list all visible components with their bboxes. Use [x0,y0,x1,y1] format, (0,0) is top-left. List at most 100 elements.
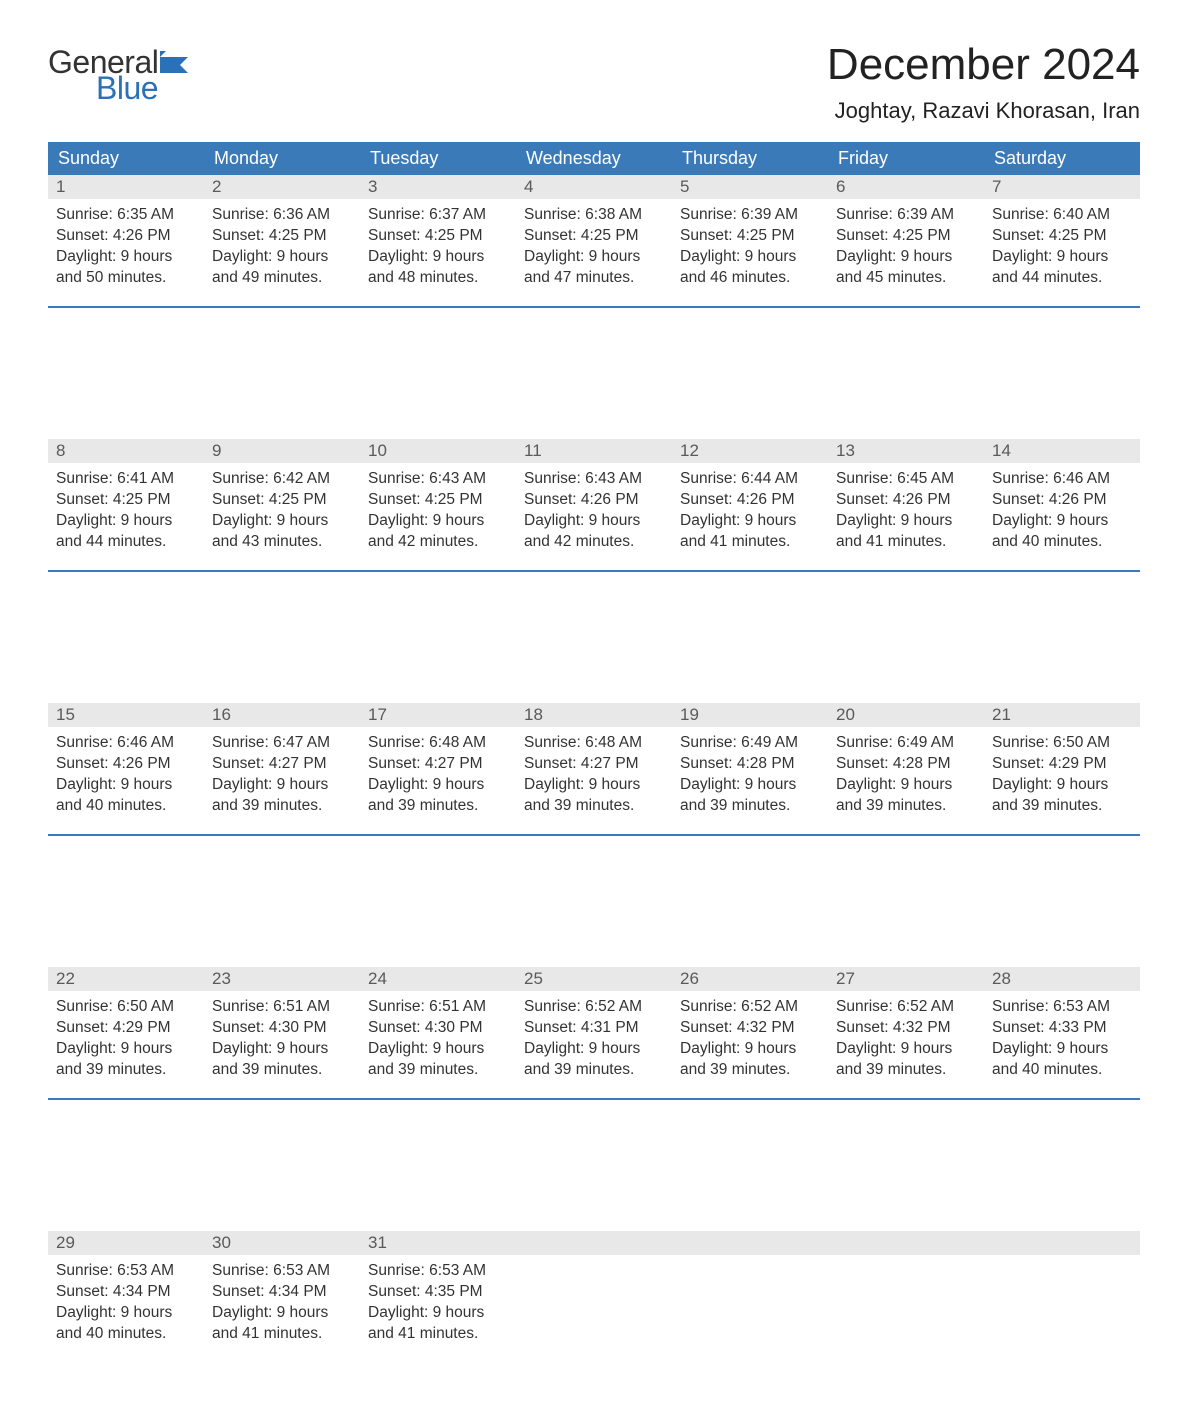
day-number [828,1231,984,1255]
sunrise-line: Sunrise: 6:50 AM [56,997,196,1018]
sunrise-line: Sunrise: 6:48 AM [524,733,664,754]
sunrise-line: Sunrise: 6:41 AM [56,469,196,490]
calendar-cell: 22Sunrise: 6:50 AMSunset: 4:29 PMDayligh… [48,967,204,1099]
week-separator [48,307,1140,439]
day-details: Sunrise: 6:40 AMSunset: 4:25 PMDaylight:… [984,199,1140,299]
sunrise-line: Sunrise: 6:53 AM [212,1261,352,1282]
sunset-line: Sunset: 4:32 PM [680,1018,820,1039]
day-number: 14 [984,439,1140,463]
day-number: 22 [48,967,204,991]
calendar-table: SundayMondayTuesdayWednesdayThursdayFrid… [48,142,1140,1363]
day-details: Sunrise: 6:48 AMSunset: 4:27 PMDaylight:… [516,727,672,827]
day-details: Sunrise: 6:37 AMSunset: 4:25 PMDaylight:… [360,199,516,299]
day-details: Sunrise: 6:42 AMSunset: 4:25 PMDaylight:… [204,463,360,563]
day-header: Wednesday [516,142,672,175]
day-number: 5 [672,175,828,199]
day-header: Tuesday [360,142,516,175]
day-number: 31 [360,1231,516,1255]
day-details [984,1255,1140,1271]
logo: General Blue [48,40,194,104]
day-header: Friday [828,142,984,175]
sunset-line: Sunset: 4:25 PM [836,226,976,247]
sunset-line: Sunset: 4:26 PM [524,490,664,511]
sunset-line: Sunset: 4:28 PM [836,754,976,775]
sunrise-line: Sunrise: 6:35 AM [56,205,196,226]
calendar-week: 8Sunrise: 6:41 AMSunset: 4:25 PMDaylight… [48,439,1140,571]
daylight-line: Daylight: 9 hours and 39 minutes. [56,1039,196,1081]
sunrise-line: Sunrise: 6:52 AM [524,997,664,1018]
day-number: 12 [672,439,828,463]
sunrise-line: Sunrise: 6:52 AM [680,997,820,1018]
daylight-line: Daylight: 9 hours and 42 minutes. [368,511,508,553]
calendar-cell: 12Sunrise: 6:44 AMSunset: 4:26 PMDayligh… [672,439,828,571]
daylight-line: Daylight: 9 hours and 39 minutes. [368,775,508,817]
sunrise-line: Sunrise: 6:48 AM [368,733,508,754]
day-details: Sunrise: 6:53 AMSunset: 4:34 PMDaylight:… [204,1255,360,1355]
sunrise-line: Sunrise: 6:51 AM [368,997,508,1018]
day-number: 9 [204,439,360,463]
day-details: Sunrise: 6:43 AMSunset: 4:26 PMDaylight:… [516,463,672,563]
calendar-cell [672,1231,828,1363]
calendar-cell: 17Sunrise: 6:48 AMSunset: 4:27 PMDayligh… [360,703,516,835]
sunset-line: Sunset: 4:27 PM [524,754,664,775]
sunrise-line: Sunrise: 6:39 AM [836,205,976,226]
day-details: Sunrise: 6:51 AMSunset: 4:30 PMDaylight:… [204,991,360,1091]
day-details: Sunrise: 6:39 AMSunset: 4:25 PMDaylight:… [672,199,828,299]
calendar-cell: 20Sunrise: 6:49 AMSunset: 4:28 PMDayligh… [828,703,984,835]
calendar-cell: 8Sunrise: 6:41 AMSunset: 4:25 PMDaylight… [48,439,204,571]
sunset-line: Sunset: 4:35 PM [368,1282,508,1303]
day-header: Sunday [48,142,204,175]
daylight-line: Daylight: 9 hours and 50 minutes. [56,247,196,289]
sunrise-line: Sunrise: 6:43 AM [524,469,664,490]
calendar-cell: 11Sunrise: 6:43 AMSunset: 4:26 PMDayligh… [516,439,672,571]
sunset-line: Sunset: 4:34 PM [56,1282,196,1303]
calendar-cell: 13Sunrise: 6:45 AMSunset: 4:26 PMDayligh… [828,439,984,571]
calendar-cell [516,1231,672,1363]
day-number: 23 [204,967,360,991]
sunrise-line: Sunrise: 6:53 AM [992,997,1132,1018]
daylight-line: Daylight: 9 hours and 39 minutes. [524,775,664,817]
daylight-line: Daylight: 9 hours and 40 minutes. [992,1039,1132,1081]
calendar-cell [828,1231,984,1363]
day-number: 11 [516,439,672,463]
week-separator [48,571,1140,703]
sunrise-line: Sunrise: 6:36 AM [212,205,352,226]
calendar-cell [984,1231,1140,1363]
day-details: Sunrise: 6:48 AMSunset: 4:27 PMDaylight:… [360,727,516,827]
day-number: 1 [48,175,204,199]
sunset-line: Sunset: 4:33 PM [992,1018,1132,1039]
day-number: 17 [360,703,516,727]
daylight-line: Daylight: 9 hours and 39 minutes. [524,1039,664,1081]
sunrise-line: Sunrise: 6:42 AM [212,469,352,490]
title-block: December 2024 Joghtay, Razavi Khorasan, … [827,40,1140,124]
sunset-line: Sunset: 4:25 PM [212,226,352,247]
day-header: Saturday [984,142,1140,175]
day-number: 15 [48,703,204,727]
calendar-cell: 26Sunrise: 6:52 AMSunset: 4:32 PMDayligh… [672,967,828,1099]
day-details: Sunrise: 6:44 AMSunset: 4:26 PMDaylight:… [672,463,828,563]
daylight-line: Daylight: 9 hours and 39 minutes. [992,775,1132,817]
calendar-week: 29Sunrise: 6:53 AMSunset: 4:34 PMDayligh… [48,1231,1140,1363]
sunrise-line: Sunrise: 6:40 AM [992,205,1132,226]
sunrise-line: Sunrise: 6:45 AM [836,469,976,490]
day-number: 10 [360,439,516,463]
day-number: 29 [48,1231,204,1255]
day-details: Sunrise: 6:49 AMSunset: 4:28 PMDaylight:… [672,727,828,827]
sunrise-line: Sunrise: 6:46 AM [992,469,1132,490]
sunset-line: Sunset: 4:34 PM [212,1282,352,1303]
day-details: Sunrise: 6:53 AMSunset: 4:35 PMDaylight:… [360,1255,516,1355]
day-number [984,1231,1140,1255]
day-number: 25 [516,967,672,991]
daylight-line: Daylight: 9 hours and 42 minutes. [524,511,664,553]
calendar-cell: 24Sunrise: 6:51 AMSunset: 4:30 PMDayligh… [360,967,516,1099]
calendar-cell: 31Sunrise: 6:53 AMSunset: 4:35 PMDayligh… [360,1231,516,1363]
sunrise-line: Sunrise: 6:53 AM [368,1261,508,1282]
sunrise-line: Sunrise: 6:47 AM [212,733,352,754]
sunset-line: Sunset: 4:29 PM [992,754,1132,775]
day-details [516,1255,672,1271]
day-number: 7 [984,175,1140,199]
daylight-line: Daylight: 9 hours and 39 minutes. [212,1039,352,1081]
calendar-cell: 18Sunrise: 6:48 AMSunset: 4:27 PMDayligh… [516,703,672,835]
day-details: Sunrise: 6:52 AMSunset: 4:32 PMDaylight:… [828,991,984,1091]
daylight-line: Daylight: 9 hours and 39 minutes. [368,1039,508,1081]
